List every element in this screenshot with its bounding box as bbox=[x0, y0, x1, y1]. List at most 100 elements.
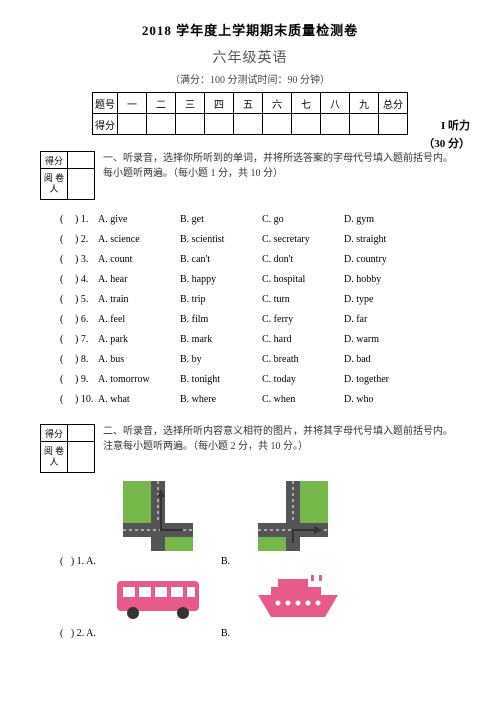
opt-b: B. can't bbox=[180, 250, 262, 270]
score-cell: 五 bbox=[234, 93, 263, 114]
qnum: ) 2. bbox=[70, 230, 98, 250]
bracket: ( bbox=[60, 250, 70, 270]
opt-c: C. hard bbox=[262, 330, 344, 350]
qnum: ) 10. bbox=[70, 390, 98, 410]
score-cell: 总分 bbox=[379, 93, 408, 114]
score-cell: 一 bbox=[118, 93, 147, 114]
opt-c: C. today bbox=[262, 370, 344, 390]
section-1: 得分 阅 卷人 一、听录音，选择你所听到的单词，并将所选答案的字母代号填入题前括… bbox=[40, 151, 460, 200]
mini-cell bbox=[68, 152, 95, 169]
question-row: ( ) 3.A. countB. can'tC. don'tD. country bbox=[60, 250, 460, 270]
opt-c: C. secretary bbox=[262, 230, 344, 250]
opt-d: D. hobby bbox=[344, 270, 414, 290]
ship-icon bbox=[253, 575, 343, 626]
qnum: ) 8. bbox=[70, 350, 98, 370]
qnum: ) 1. bbox=[70, 210, 98, 230]
opt-d: D. bad bbox=[344, 350, 414, 370]
qnum: ) 7. bbox=[70, 330, 98, 350]
question-row: ( ) 10.A. whatB. whereC. whenD. who bbox=[60, 390, 460, 410]
mini-cell: 阅 卷人 bbox=[41, 169, 68, 200]
mini-cell bbox=[68, 442, 95, 473]
question-row: ( ) 4.A. hearB. happyC. hospitalD. hobby bbox=[60, 270, 460, 290]
opt-d: D. country bbox=[344, 250, 414, 270]
opt-b: B. trip bbox=[180, 290, 262, 310]
opt-b: B. scientist bbox=[180, 230, 262, 250]
mini-cell: 阅 卷人 bbox=[41, 442, 68, 473]
opt-d: D. warm bbox=[344, 330, 414, 350]
score-cell: 七 bbox=[292, 93, 321, 114]
picture-row bbox=[60, 575, 460, 626]
opt-d: D. straight bbox=[344, 230, 414, 250]
opt-a: A. give bbox=[98, 210, 180, 230]
bracket: ( bbox=[60, 230, 70, 250]
score-cell bbox=[205, 114, 234, 135]
mini-cell bbox=[68, 169, 95, 200]
bracket: ( bbox=[60, 210, 70, 230]
bracket: ( bbox=[60, 310, 70, 330]
road-turn-right-icon bbox=[258, 481, 328, 554]
picture-row bbox=[60, 481, 460, 554]
qnum: ) 3. bbox=[70, 250, 98, 270]
bracket: ( bbox=[60, 350, 70, 370]
score-cell bbox=[234, 114, 263, 135]
score-cell bbox=[350, 114, 379, 135]
opt-c: C. turn bbox=[262, 290, 344, 310]
bracket: ( bbox=[60, 370, 70, 390]
main-title: 2018 学年度上学期期末质量检测卷 bbox=[40, 20, 460, 39]
opt-a: A. feel bbox=[98, 310, 180, 330]
mini-score-table: 得分 阅 卷人 bbox=[40, 151, 95, 200]
opt-b: B. where bbox=[180, 390, 262, 410]
score-cell bbox=[118, 114, 147, 135]
score-table: 题号 一 二 三 四 五 六 七 八 九 总分 得分 bbox=[92, 92, 408, 135]
question-row: ( ) 7.A. parkB. markC. hardD. warm bbox=[60, 330, 460, 350]
section-2: 得分 阅 卷人 二、听录音，选择所听内容意义相符的图片，并将其字母代号填入题前括… bbox=[40, 424, 460, 473]
qnum: ) 5. bbox=[70, 290, 98, 310]
score-cell: 二 bbox=[147, 93, 176, 114]
listening-heading: I 听力 bbox=[441, 117, 470, 133]
bracket: ( bbox=[60, 290, 70, 310]
opt-c: C. hospital bbox=[262, 270, 344, 290]
opt-c: C. don't bbox=[262, 250, 344, 270]
opt-b: B. happy bbox=[180, 270, 262, 290]
score-cell: 九 bbox=[350, 93, 379, 114]
score-cell bbox=[263, 114, 292, 135]
q2-labels: ( ) 2. A. B. bbox=[60, 628, 460, 639]
opt-a: A. tomorrow bbox=[98, 370, 180, 390]
opt-d: D. who bbox=[344, 390, 414, 410]
opt-a: A. count bbox=[98, 250, 180, 270]
subtitle: 六年级英语 bbox=[40, 47, 460, 67]
opt-c: C. breath bbox=[262, 350, 344, 370]
question-row: ( ) 6.A. feelB. filmC. ferryD. far bbox=[60, 310, 460, 330]
opt-a: A. train bbox=[98, 290, 180, 310]
score-cell: 四 bbox=[205, 93, 234, 114]
score-cell: 六 bbox=[263, 93, 292, 114]
mini-cell: 得分 bbox=[41, 152, 68, 169]
question-row: ( ) 8.A. busB. byC. breathD. bad bbox=[60, 350, 460, 370]
opt-b: B. mark bbox=[180, 330, 262, 350]
score-cell bbox=[379, 114, 408, 135]
opt-b: B. tonight bbox=[180, 370, 262, 390]
mini-cell bbox=[68, 425, 95, 442]
mini-cell: 得分 bbox=[41, 425, 68, 442]
opt-a: A. bus bbox=[98, 350, 180, 370]
question-row: ( ) 5.A. trainB. tripC. turnD. type bbox=[60, 290, 460, 310]
score-cell bbox=[292, 114, 321, 135]
qnum: ) 4. bbox=[70, 270, 98, 290]
opt-c: C. go bbox=[262, 210, 344, 230]
opt-a: A. park bbox=[98, 330, 180, 350]
score-cell: 三 bbox=[176, 93, 205, 114]
question-row: ( ) 1.A. giveB. getC. goD. gym bbox=[60, 210, 460, 230]
opt-b: B. by bbox=[180, 350, 262, 370]
road-turn-left-icon bbox=[123, 481, 193, 554]
listening-score: （30 分） bbox=[423, 135, 470, 151]
opt-d: D. type bbox=[344, 290, 414, 310]
opt-c: C. when bbox=[262, 390, 344, 410]
section1-questions: ( ) 1.A. giveB. getC. goD. gym( ) 2.A. s… bbox=[60, 210, 460, 410]
opt-d: D. far bbox=[344, 310, 414, 330]
question-row: ( ) 9.A. tomorrowB. tonightC. todayD. to… bbox=[60, 370, 460, 390]
bracket: ( bbox=[60, 330, 70, 350]
opt-d: D. together bbox=[344, 370, 414, 390]
score-cell: 题号 bbox=[93, 93, 118, 114]
opt-a: A. what bbox=[98, 390, 180, 410]
bracket: ( bbox=[60, 390, 70, 410]
